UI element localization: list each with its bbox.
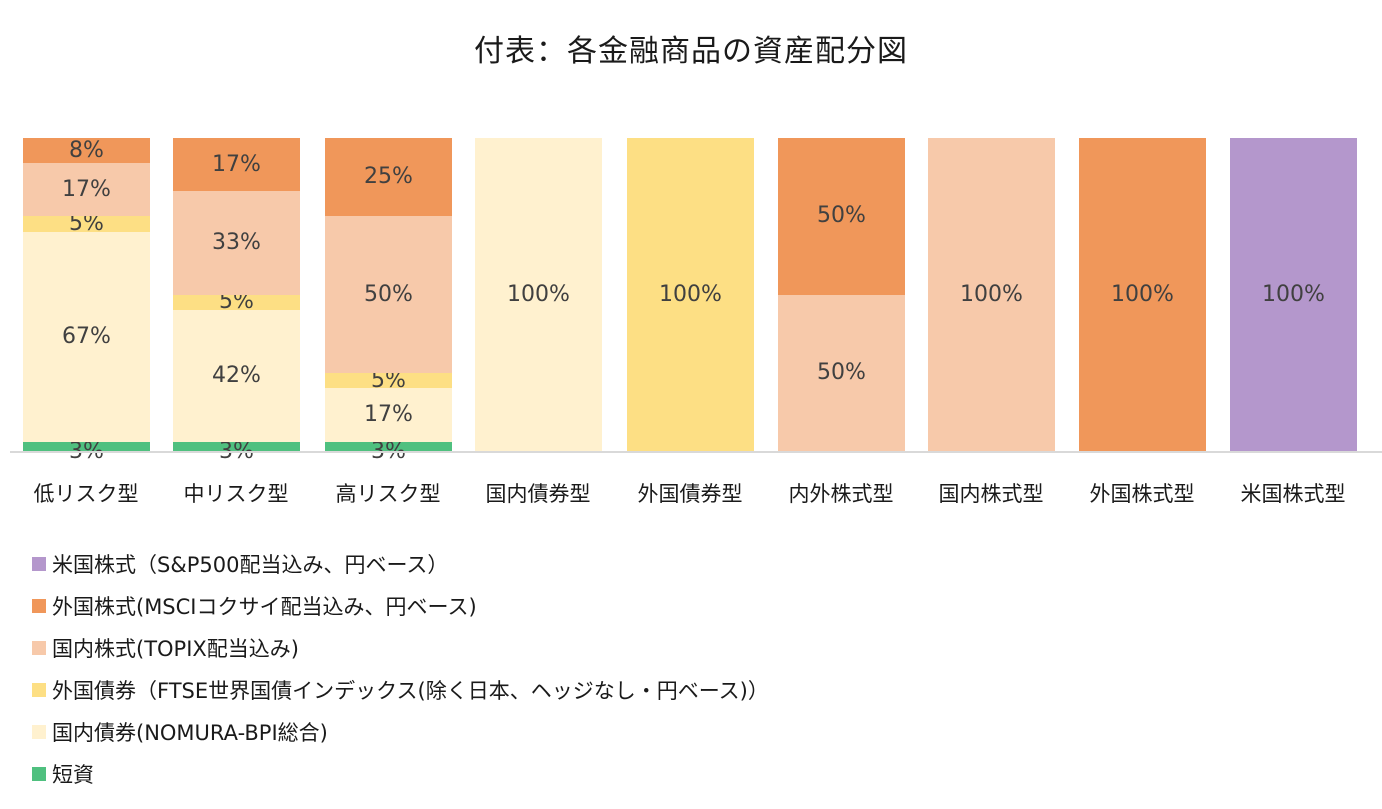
bar-segment-foreign_equity: 17% — [173, 138, 300, 192]
bar-segment-domestic_bond: 67% — [23, 231, 150, 442]
data-label: 50% — [364, 281, 413, 307]
bar-4: 100% — [627, 138, 754, 451]
legend-swatch-icon — [32, 725, 46, 739]
chart-title: 付表：各金融商品の資産配分図 — [474, 34, 908, 69]
legend-swatch-icon — [32, 767, 46, 781]
bar-segment-domestic_bond: 17% — [325, 388, 452, 442]
legend-swatch-icon — [32, 683, 46, 697]
data-label: 100% — [1262, 281, 1325, 307]
bar-segment-short_term: 3% — [23, 441, 150, 463]
bar-3: 100% — [475, 138, 602, 451]
data-label: 25% — [364, 164, 413, 190]
x-axis-label: 国内債券型 — [485, 482, 591, 506]
bar-7: 100% — [1079, 138, 1206, 451]
plot-area: 3% 67% 5% 17% 8% 3% 42% 5% 33% 17% 3% 17% 5% 50% 25% 10… — [0, 137, 1382, 463]
bar-8: 100% — [1230, 138, 1357, 451]
bar-segment-short_term: 3% — [173, 441, 300, 463]
bar-2: 3% 17% 5% 50% 25% — [325, 138, 452, 463]
data-label: 33% — [212, 229, 261, 255]
data-label: 100% — [659, 281, 722, 307]
x-axis-label: 国内株式型 — [938, 482, 1044, 506]
x-axis-label: 外国株式型 — [1089, 482, 1195, 506]
bar-6: 100% — [928, 138, 1055, 451]
data-label: 5% — [69, 211, 104, 237]
bar-segment-us_equity: 100% — [1230, 138, 1357, 451]
bar-segment-foreign_equity: 25% — [325, 138, 452, 217]
bar-5: 50% 50% — [778, 138, 905, 451]
legend-swatch-icon — [32, 599, 46, 613]
x-axis-line — [10, 451, 1382, 453]
data-label: 8% — [69, 137, 104, 163]
data-label: 67% — [62, 323, 111, 349]
legend-item-foreign_equity: 外国株式(MSCIコクサイ配当込み、円ベース) — [32, 585, 769, 627]
legend-item-foreign_bond: 外国債券（FTSE世界国債インデックス(除く日本、ヘッジなし・円ベース)） — [32, 669, 769, 711]
bar-1: 3% 42% 5% 33% 17% — [173, 138, 300, 463]
x-axis-label: 内外株式型 — [788, 482, 894, 506]
legend-label: 外国債券（FTSE世界国債インデックス(除く日本、ヘッジなし・円ベース)） — [52, 679, 769, 703]
bar-segment-domestic_equity: 50% — [325, 216, 452, 373]
legend-label: 国内債券(NOMURA-BPI総合) — [52, 721, 328, 745]
bar-segment-domestic_equity: 100% — [928, 138, 1055, 451]
bar-segment-foreign_bond: 5% — [173, 291, 300, 313]
data-label: 100% — [960, 281, 1023, 307]
data-label: 100% — [1111, 281, 1174, 307]
legend-label: 米国株式（S&P500配当込み、円ベース） — [52, 553, 449, 577]
legend-item-short_term: 短資 — [32, 753, 769, 795]
data-label: 50% — [817, 359, 866, 385]
data-label: 17% — [364, 402, 413, 428]
legend-swatch-icon — [32, 557, 46, 571]
data-label: 17% — [62, 176, 111, 202]
bar-segment-foreign_equity: 8% — [23, 137, 150, 164]
bar-segment-foreign_bond: 5% — [23, 211, 150, 237]
bar-segment-domestic_bond: 100% — [475, 138, 602, 451]
bar-segment-foreign_equity: 50% — [778, 138, 905, 295]
bar-segment-short_term: 3% — [325, 441, 452, 463]
bar-segment-foreign_bond: 100% — [627, 138, 754, 451]
data-label: 42% — [212, 362, 261, 388]
data-label: 5% — [371, 367, 406, 393]
bar-0: 3% 67% 5% 17% 8% — [23, 137, 150, 463]
x-axis-label: 中リスク型 — [183, 482, 289, 506]
data-label: 100% — [507, 281, 570, 307]
x-axis-label: 米国株式型 — [1240, 482, 1346, 506]
x-axis-label: 低リスク型 — [33, 482, 139, 506]
legend-label: 国内株式(TOPIX配当込み) — [52, 637, 299, 661]
bar-segment-domestic_bond: 42% — [173, 310, 300, 442]
legend-label: 短資 — [52, 763, 94, 787]
bar-segment-foreign_bond: 5% — [325, 367, 452, 393]
legend-item-us_equity: 米国株式（S&P500配当込み、円ベース） — [32, 543, 769, 585]
x-axis-label: 外国債券型 — [637, 482, 743, 506]
bar-segment-foreign_equity: 100% — [1079, 138, 1206, 451]
bar-segment-domestic_equity: 17% — [23, 163, 150, 217]
x-axis-label: 高リスク型 — [335, 482, 441, 506]
bar-segment-domestic_equity: 33% — [173, 191, 300, 295]
data-label: 17% — [212, 151, 261, 177]
legend-swatch-icon — [32, 641, 46, 655]
data-label: 50% — [817, 203, 866, 229]
bar-segment-domestic_equity: 50% — [778, 294, 905, 451]
legend: 米国株式（S&P500配当込み、円ベース） 外国株式(MSCIコクサイ配当込み、円… — [32, 543, 769, 795]
data-label: 5% — [219, 289, 254, 315]
legend-item-domestic_equity: 国内株式(TOPIX配当込み) — [32, 627, 769, 669]
legend-item-domestic_bond: 国内債券(NOMURA-BPI総合) — [32, 711, 769, 753]
legend-label: 外国株式(MSCIコクサイ配当込み、円ベース) — [52, 595, 477, 619]
x-axis-labels: 低リスク型 中リスク型 高リスク型 国内債券型 外国債券型 内外株式型 国内株式型 外国株式型… — [0, 478, 1382, 508]
